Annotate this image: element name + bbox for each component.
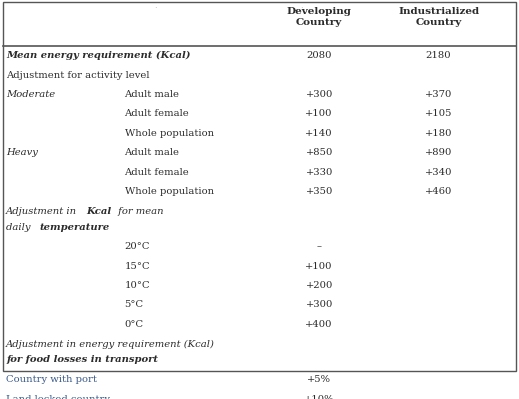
Text: Adult female: Adult female <box>125 109 189 119</box>
Text: Industrialized
Country: Industrialized Country <box>398 8 479 27</box>
Text: Adult male: Adult male <box>125 148 180 157</box>
Text: Adjustment in energy requirement (Kcal): Adjustment in energy requirement (Kcal) <box>6 340 215 349</box>
Text: Moderate: Moderate <box>6 90 56 99</box>
Text: Mean energy requirement (Kcal): Mean energy requirement (Kcal) <box>6 51 190 60</box>
Text: +340: +340 <box>425 168 452 177</box>
Text: +350: +350 <box>306 187 333 196</box>
Text: Adjustment in: Adjustment in <box>6 207 80 216</box>
Text: daily: daily <box>6 223 34 231</box>
Text: ·: · <box>429 4 432 14</box>
Text: +100: +100 <box>306 262 333 271</box>
Text: for food losses in transport: for food losses in transport <box>6 356 158 364</box>
Text: +890: +890 <box>425 148 452 157</box>
Text: +180: +180 <box>425 129 452 138</box>
Text: –: – <box>317 242 322 251</box>
Text: +140: +140 <box>305 129 333 138</box>
Text: Adult female: Adult female <box>125 168 189 177</box>
Text: 2180: 2180 <box>426 51 452 60</box>
Text: +300: +300 <box>306 300 333 310</box>
Text: for mean: for mean <box>115 207 164 216</box>
Text: +100: +100 <box>306 109 333 119</box>
Text: ·: · <box>154 4 157 14</box>
Text: +330: +330 <box>306 168 333 177</box>
Text: Whole population: Whole population <box>125 187 214 196</box>
Text: Developing
Country: Developing Country <box>286 8 352 27</box>
Text: +370: +370 <box>425 90 452 99</box>
Text: +200: +200 <box>306 281 333 290</box>
Text: 20°C: 20°C <box>125 242 150 251</box>
Text: 5°C: 5°C <box>125 300 144 310</box>
Text: Whole population: Whole population <box>125 129 214 138</box>
Text: +10%: +10% <box>304 395 334 399</box>
Text: Kcal: Kcal <box>87 207 112 216</box>
Text: +850: +850 <box>306 148 333 157</box>
Text: Land locked country: Land locked country <box>6 395 110 399</box>
Text: Adult male: Adult male <box>125 90 180 99</box>
Text: +105: +105 <box>425 109 452 119</box>
Text: 2080: 2080 <box>306 51 332 60</box>
Text: Country with port: Country with port <box>6 375 97 384</box>
Text: +460: +460 <box>425 187 452 196</box>
Text: temperature: temperature <box>40 223 110 231</box>
Text: +5%: +5% <box>307 375 331 384</box>
Text: +400: +400 <box>306 320 333 329</box>
Text: 10°C: 10°C <box>125 281 150 290</box>
Text: Heavy: Heavy <box>6 148 38 157</box>
Text: 15°C: 15°C <box>125 262 150 271</box>
Text: +300: +300 <box>306 90 333 99</box>
Text: ·: · <box>299 4 303 14</box>
Text: 0°C: 0°C <box>125 320 144 329</box>
Text: Adjustment for activity level: Adjustment for activity level <box>6 71 149 79</box>
